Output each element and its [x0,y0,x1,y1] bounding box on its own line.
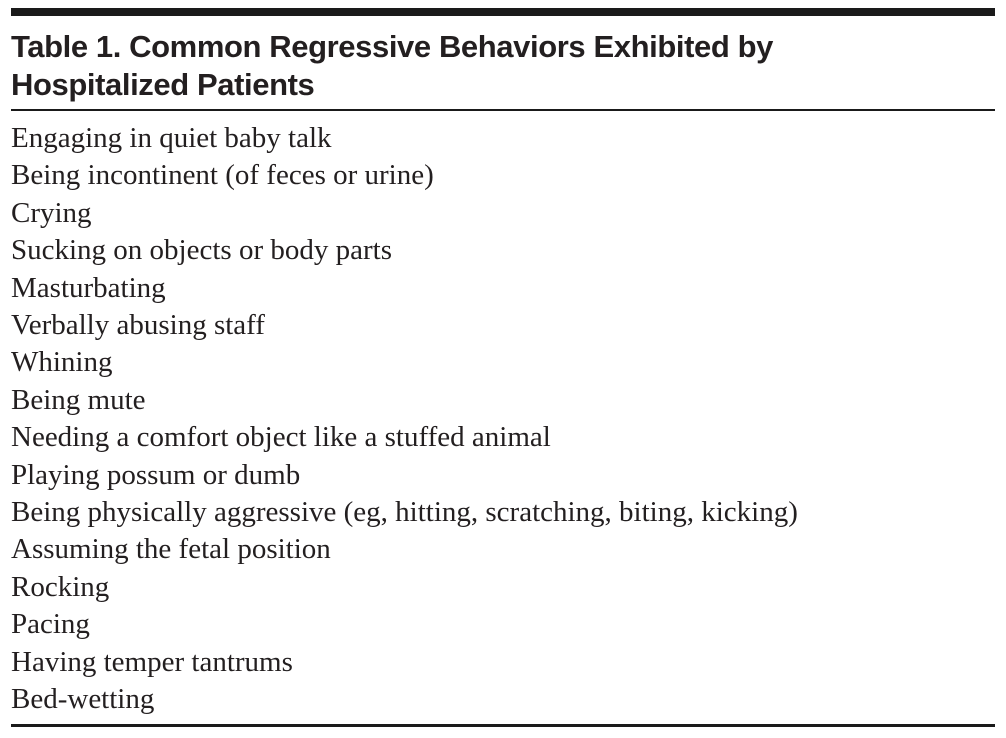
table-row: Being mute [11,383,146,416]
table-1-panel: Table 1. Common Regressive Behaviors Exh… [0,8,1006,738]
table-row: Being physically aggressive (eg, hitting… [11,496,798,529]
table-row: Playing possum or dumb [11,458,301,491]
table-title-line-1: Table 1. Common Regressive Behaviors Exh… [11,29,773,64]
table-row: Pacing [11,608,90,641]
table-row: Whining [11,346,113,379]
table-row: Having temper tantrums [11,645,293,678]
table-row: Engaging in quiet baby talk [11,122,332,154]
table-row: Needing a comfort object like a stuffed … [11,421,551,454]
table-top-rule [11,8,995,16]
table-row: Masturbating [11,271,166,304]
behavior-list: Engaging in quiet baby talk Being inconti… [11,111,995,719]
table-row: Assuming the fetal position [11,533,331,566]
table-title: Table 1. Common Regressive Behaviors Exh… [11,28,911,104]
table-row: Crying [11,196,92,229]
table-title-line-2: Hospitalized Patients [11,67,315,102]
table-row: Rocking [11,570,110,603]
table-row: Bed-wetting [11,683,155,716]
table-row: Verbally abusing staff [11,309,265,342]
table-header-rule [11,109,995,111]
table-bottom-rule [11,723,995,727]
table-row: Sucking on objects or body parts [11,234,392,267]
table-row: Being incontinent (of feces or urine) [11,159,434,192]
